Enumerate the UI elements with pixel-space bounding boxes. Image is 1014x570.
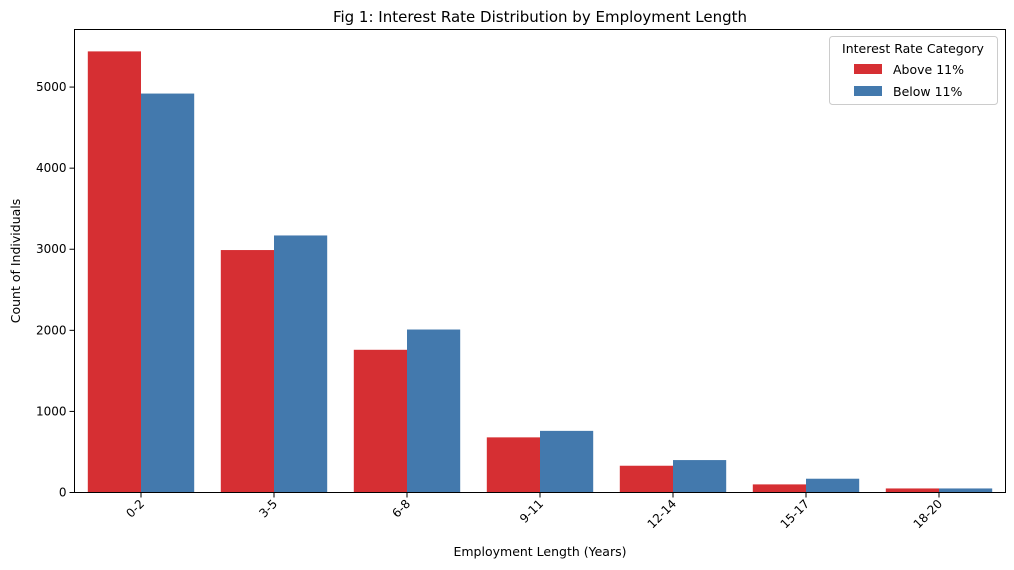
legend-label-below: Below 11%: [893, 84, 962, 99]
y-tick-label: 0: [59, 486, 67, 500]
legend-label-above: Above 11%: [893, 62, 964, 77]
y-ticks: 0 1000 2000 3000 4000 5000: [36, 80, 75, 500]
legend-title: Interest Rate Category: [842, 41, 984, 56]
x-tick-label: 18-20: [911, 497, 946, 532]
x-tick-label: 12-14: [645, 497, 680, 532]
x-tick-label: 15-17: [778, 497, 813, 532]
bars-group: [87, 51, 993, 493]
x-tick-label: 6-8: [389, 497, 413, 521]
bar-below-9-11: [540, 430, 594, 493]
x-ticks: 0-2 3-5 6-8 9-11 12-14 15-17 18-20: [123, 492, 946, 532]
legend: Interest Rate Category Above 11% Below 1…: [829, 36, 998, 105]
bar-above-6-8: [353, 349, 407, 493]
bar-below-18-20: [939, 488, 993, 493]
bar-above-18-20: [885, 488, 939, 493]
y-axis-label: Count of Individuals: [8, 199, 23, 324]
y-tick-label: 2000: [36, 323, 67, 337]
legend-swatch-below: [854, 86, 882, 96]
bar-above-3-5: [220, 250, 274, 493]
bar-above-9-11: [486, 437, 540, 493]
bar-below-15-17: [806, 478, 860, 493]
bar-below-12-14: [673, 460, 727, 493]
y-tick-label: 5000: [36, 80, 67, 94]
y-tick-label: 4000: [36, 161, 67, 175]
x-axis-label: Employment Length (Years): [453, 544, 626, 559]
bar-above-12-14: [619, 465, 673, 493]
bar-above-0-2: [87, 51, 141, 493]
bar-below-0-2: [141, 93, 195, 493]
y-tick-label: 3000: [36, 242, 67, 256]
x-tick-label: 3-5: [256, 497, 280, 521]
chart-title: Fig 1: Interest Rate Distribution by Emp…: [333, 8, 747, 26]
bar-below-3-5: [274, 235, 328, 493]
x-tick-label: 0-2: [123, 497, 147, 521]
y-tick-label: 1000: [36, 404, 67, 418]
bar-above-15-17: [752, 484, 806, 493]
legend-swatch-above: [854, 64, 882, 74]
bar-below-6-8: [407, 329, 461, 493]
x-tick-label: 9-11: [517, 497, 546, 526]
